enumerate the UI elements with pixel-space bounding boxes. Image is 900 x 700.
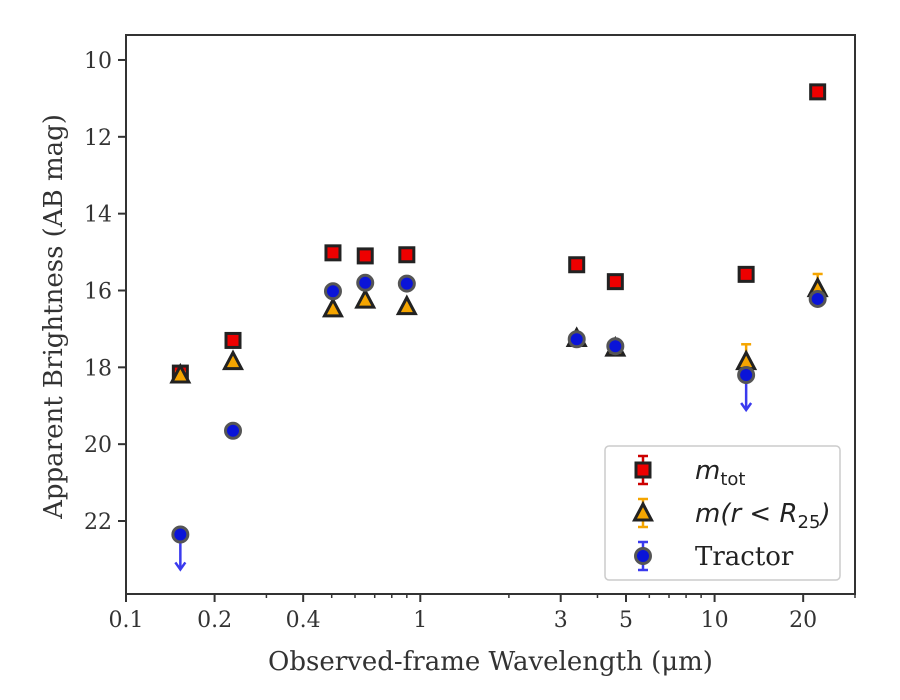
- data-point: [321, 296, 344, 318]
- y-tick-label: 10: [84, 49, 112, 74]
- triangle-marker: [632, 500, 654, 522]
- x-tick-label: 20: [789, 608, 817, 633]
- plot-area: [169, 83, 829, 572]
- legend-box: [604, 445, 841, 581]
- data-point: [224, 421, 243, 440]
- legend-label: mtot: [695, 456, 745, 490]
- data-point: [395, 294, 418, 316]
- data-point: [398, 246, 416, 264]
- circle-marker: [808, 289, 827, 308]
- data-point: [808, 289, 827, 308]
- data-point: [809, 83, 827, 101]
- circle-marker: [224, 421, 243, 440]
- data-point: [568, 256, 586, 274]
- series-0: [171, 83, 827, 382]
- circle-marker: [737, 366, 756, 385]
- circle-marker: [567, 330, 586, 349]
- legend-entry: m(r < R25): [632, 497, 831, 533]
- x-tick-label: 0.1: [109, 608, 144, 633]
- data-point: [356, 273, 375, 292]
- data-point: [222, 349, 245, 371]
- legend-label: m(r < R25): [695, 499, 831, 533]
- y-tick-label: 18: [84, 356, 112, 381]
- data-point: [323, 282, 342, 301]
- circle-marker: [634, 547, 652, 565]
- x-tick-label: 10: [701, 608, 729, 633]
- series-1: [169, 272, 829, 384]
- y-tick-label: 14: [84, 203, 112, 228]
- axes: 0.1 0.2 0.4 1 3 5 10 20 10 12 14 16 18 20 22: [84, 34, 856, 633]
- data-point: [737, 366, 756, 413]
- y-tick-label: 20: [84, 433, 112, 458]
- triangle-marker: [222, 349, 245, 371]
- triangle-marker: [169, 362, 192, 384]
- x-tick-label: 0.2: [197, 608, 232, 633]
- circle-marker: [397, 274, 416, 293]
- square-marker: [809, 83, 827, 101]
- square-marker: [324, 244, 342, 262]
- legend-entry: Tractor: [634, 540, 794, 572]
- data-point: [356, 247, 374, 265]
- x-tick-label: 1: [413, 608, 427, 633]
- data-point: [606, 337, 625, 356]
- data-point: [397, 274, 416, 293]
- square-marker: [224, 331, 242, 349]
- legend: mtot m(r < R25) Tractor: [604, 445, 841, 581]
- square-marker: [398, 246, 416, 264]
- data-point: [224, 331, 242, 349]
- y-axis-label: Apparent Brightness (AB mag): [39, 114, 69, 520]
- x-tick-label: 3: [554, 608, 568, 633]
- y-tick-label: 12: [84, 126, 112, 151]
- circle-marker: [356, 273, 375, 292]
- circle-marker: [171, 525, 190, 544]
- square-marker: [634, 461, 652, 479]
- y-tick-label: 22: [84, 510, 112, 535]
- square-marker: [568, 256, 586, 274]
- square-marker: [356, 247, 374, 265]
- upper-limit-arrowhead: [740, 402, 753, 413]
- plot-frame: [125, 34, 856, 595]
- legend-entry: mtot: [634, 454, 745, 490]
- data-point: [354, 287, 377, 309]
- circle-marker: [323, 282, 342, 301]
- x-tick-label: 5: [619, 608, 633, 633]
- series-2: [171, 273, 827, 572]
- data-point: [606, 273, 624, 291]
- data-point: [737, 265, 755, 283]
- data-point: [171, 525, 190, 572]
- upper-limit-arrowhead: [174, 561, 187, 572]
- square-marker: [606, 273, 624, 291]
- data-point: [169, 362, 192, 384]
- circle-marker: [606, 337, 625, 356]
- legend-label: Tractor: [695, 542, 794, 572]
- triangle-marker: [354, 287, 377, 309]
- data-point: [324, 244, 342, 262]
- y-tick-label: 16: [84, 279, 112, 304]
- triangle-marker: [395, 294, 418, 316]
- x-tick-label: 0.4: [286, 608, 321, 633]
- x-axis-label: Observed-frame Wavelength (μm): [268, 647, 713, 677]
- triangle-marker: [321, 296, 344, 318]
- square-marker: [737, 265, 755, 283]
- data-point: [567, 330, 586, 349]
